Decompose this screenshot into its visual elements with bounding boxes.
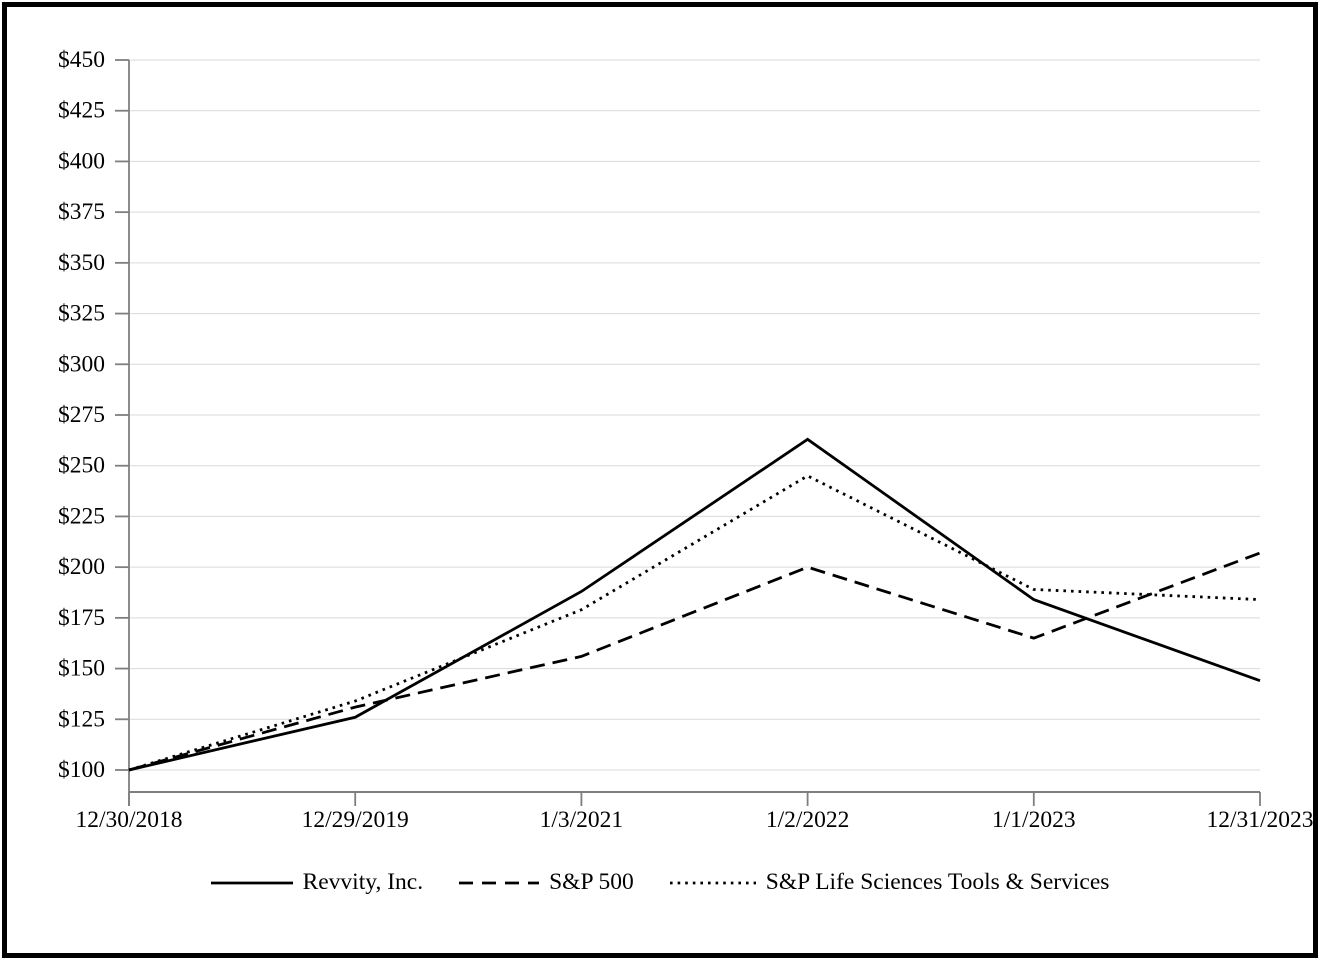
legend-label: Revvity, Inc. bbox=[302, 869, 424, 895]
legend-item-sp500: S&P 500 bbox=[459, 869, 634, 896]
legend-item-sp-life-sciences-tools-services: S&P Life Sciences Tools & Services bbox=[669, 869, 1110, 896]
y-tick-label: $300 bbox=[58, 351, 105, 377]
dashed-line-swatch-icon bbox=[459, 881, 540, 884]
y-tick-label: $425 bbox=[58, 98, 105, 124]
data-series bbox=[128, 437, 1261, 772]
x-tick-label: 12/30/2018 bbox=[75, 807, 182, 833]
y-tick-label: $200 bbox=[58, 554, 105, 580]
solid-line-swatch-icon bbox=[210, 881, 293, 884]
x-tick-label: 12/31/2023 bbox=[1206, 807, 1313, 833]
dotted-line-swatch-icon bbox=[669, 881, 756, 884]
y-tick-label: $350 bbox=[58, 250, 105, 276]
y-tick-label: $375 bbox=[58, 199, 105, 225]
x-tick-label: 12/29/2019 bbox=[302, 807, 409, 833]
x-axis-labels: 12/30/2018 12/29/2019 1/3/2021 1/2/2022 1/1/… bbox=[75, 807, 1313, 833]
sp-life-sciences-tools-services-line bbox=[128, 474, 1261, 772]
sp500-line bbox=[128, 551, 1261, 772]
revvity-line bbox=[128, 437, 1261, 772]
y-tick-label: $275 bbox=[58, 402, 105, 428]
y-tick-label: $325 bbox=[58, 301, 105, 327]
gridlines bbox=[129, 59, 1260, 771]
chart-legend: Revvity, Inc. S&P 500 S&P Life Sciences To… bbox=[0, 869, 1320, 896]
legend-label: S&P 500 bbox=[549, 869, 634, 895]
y-tick-label: $125 bbox=[58, 706, 105, 732]
y-tick-label: $225 bbox=[58, 503, 105, 529]
x-tick-label: 1/3/2021 bbox=[540, 807, 624, 833]
y-tick-label: $450 bbox=[58, 47, 105, 73]
y-tick-label: $175 bbox=[58, 605, 105, 631]
y-tick-label: $150 bbox=[58, 656, 105, 682]
y-tick-label: $400 bbox=[58, 148, 105, 174]
x-tick-label: 1/2/2022 bbox=[766, 807, 850, 833]
legend-label: S&P Life Sciences Tools & Services bbox=[765, 869, 1110, 895]
axes bbox=[115, 59, 1261, 806]
y-axis-labels: $100 $125 $150 $175 $200 $225 $250 $275 $300 $325… bbox=[58, 47, 105, 783]
legend-item-revvity: Revvity, Inc. bbox=[210, 869, 424, 896]
y-tick-label: $250 bbox=[58, 453, 105, 479]
x-tick-label: 1/1/2023 bbox=[992, 807, 1076, 833]
y-tick-label: $100 bbox=[58, 757, 105, 783]
